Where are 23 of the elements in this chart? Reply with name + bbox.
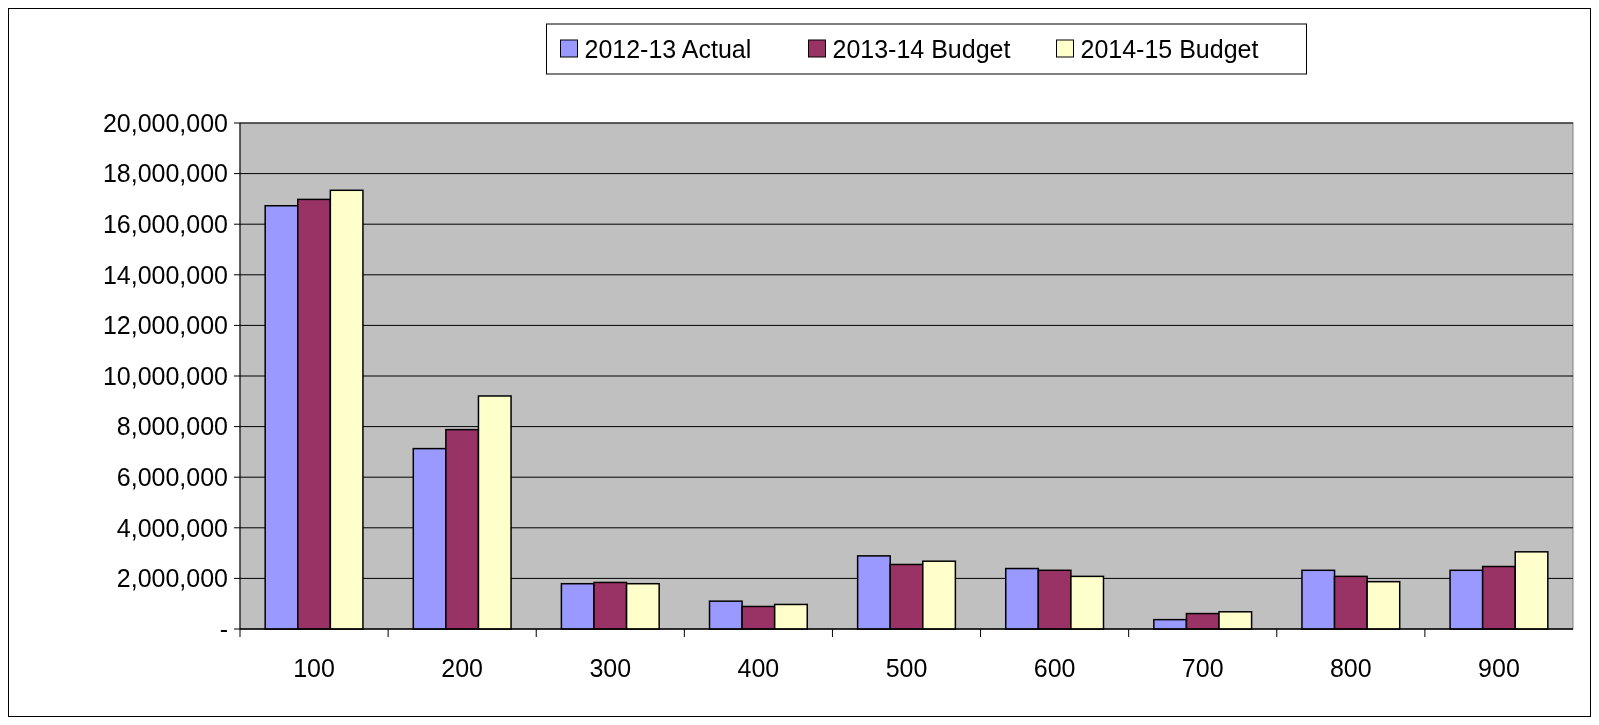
y-tick-label: 16,000,000 [102,209,228,238]
y-tick-label: 6,000,000 [116,462,228,491]
legend-label: 2012-13 Actual [584,34,752,63]
x-tick-label: 600 [1033,654,1076,682]
x-tick-label: 800 [1329,654,1372,682]
y-tick-label: 10,000,000 [102,361,228,390]
y-tick-label: 4,000,000 [116,513,228,542]
y-tick-label: 12,000,000 [102,311,228,340]
y-tick-label: - [219,614,228,643]
legend-label: 2014-15 Budget [1080,34,1259,63]
y-tick-label: 8,000,000 [116,412,228,441]
y-tick-label: 14,000,000 [102,260,228,289]
y-tick-label: 20,000,000 [102,108,228,137]
legend-label: 2013-14 Budget [832,34,1011,63]
x-tick-label: 100 [293,654,335,682]
y-tick-label: 2,000,000 [116,564,228,593]
x-tick-label: 900 [1478,654,1520,682]
x-tick-label: 300 [589,654,632,682]
y-tick-label: 18,000,000 [102,159,228,188]
x-tick-label: 700 [1181,654,1224,682]
x-tick-label: 200 [441,654,484,682]
x-tick-label: 400 [737,654,780,682]
x-tick-label: 500 [885,654,928,682]
